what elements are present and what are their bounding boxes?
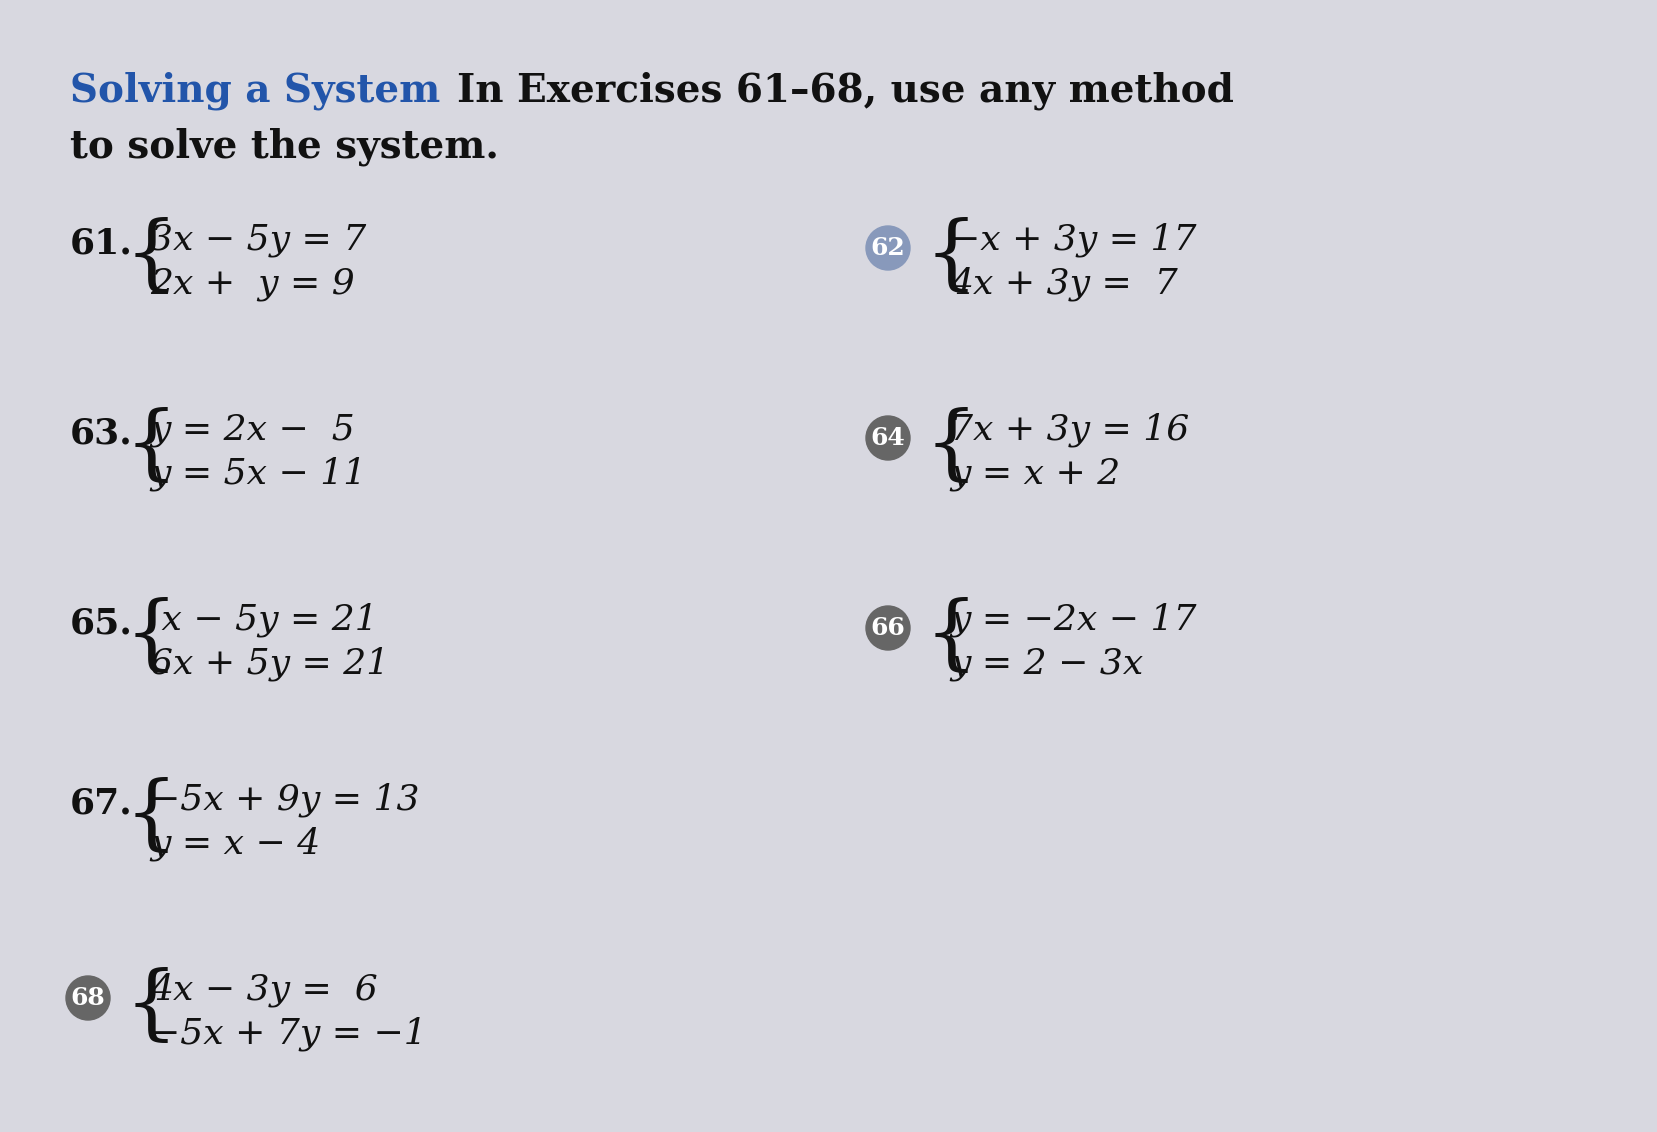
Text: In Exercises 61–68, use any method: In Exercises 61–68, use any method bbox=[431, 72, 1234, 111]
Text: 64: 64 bbox=[870, 426, 905, 451]
Text: 4x − 3y =  6: 4x − 3y = 6 bbox=[151, 972, 378, 1007]
Circle shape bbox=[867, 226, 910, 271]
Text: 3x − 5y = 7: 3x − 5y = 7 bbox=[151, 223, 366, 257]
Text: 68: 68 bbox=[71, 986, 106, 1010]
Text: to solve the system.: to solve the system. bbox=[70, 127, 499, 165]
Text: −x + 3y = 17: −x + 3y = 17 bbox=[949, 223, 1196, 257]
Text: 65.: 65. bbox=[70, 607, 133, 641]
Text: x − 5y = 21: x − 5y = 21 bbox=[151, 602, 378, 637]
Text: {: { bbox=[124, 408, 177, 487]
Text: 4x + 3y =  7: 4x + 3y = 7 bbox=[949, 267, 1178, 301]
Text: 67.: 67. bbox=[70, 787, 133, 821]
Text: 61.: 61. bbox=[70, 228, 133, 261]
Text: 2x +  y = 9: 2x + y = 9 bbox=[151, 267, 355, 301]
Text: {: { bbox=[925, 597, 978, 677]
Text: Solving a System: Solving a System bbox=[70, 72, 441, 111]
Text: y = x − 4: y = x − 4 bbox=[151, 826, 320, 861]
Text: {: { bbox=[124, 217, 177, 297]
Text: 62: 62 bbox=[870, 235, 905, 260]
Text: y = −2x − 17: y = −2x − 17 bbox=[949, 602, 1196, 637]
Text: 66: 66 bbox=[870, 616, 905, 640]
Text: {: { bbox=[925, 408, 978, 487]
Text: −5x + 9y = 13: −5x + 9y = 13 bbox=[151, 782, 419, 817]
Text: y = 2x −  5: y = 2x − 5 bbox=[151, 413, 355, 447]
Text: {: { bbox=[124, 777, 177, 857]
Text: {: { bbox=[925, 217, 978, 297]
Text: {: { bbox=[124, 967, 177, 1047]
Text: y = x + 2: y = x + 2 bbox=[949, 457, 1120, 491]
Circle shape bbox=[66, 976, 109, 1020]
Circle shape bbox=[867, 606, 910, 650]
Text: 7x + 3y = 16: 7x + 3y = 16 bbox=[949, 413, 1190, 447]
Circle shape bbox=[867, 415, 910, 460]
Text: y = 2 − 3x: y = 2 − 3x bbox=[949, 648, 1143, 681]
Text: {: { bbox=[124, 597, 177, 677]
Text: 6x + 5y = 21: 6x + 5y = 21 bbox=[151, 646, 389, 681]
Text: y = 5x − 11: y = 5x − 11 bbox=[151, 456, 366, 491]
Text: 63.: 63. bbox=[70, 417, 133, 451]
Text: −5x + 7y = −1: −5x + 7y = −1 bbox=[151, 1017, 428, 1052]
